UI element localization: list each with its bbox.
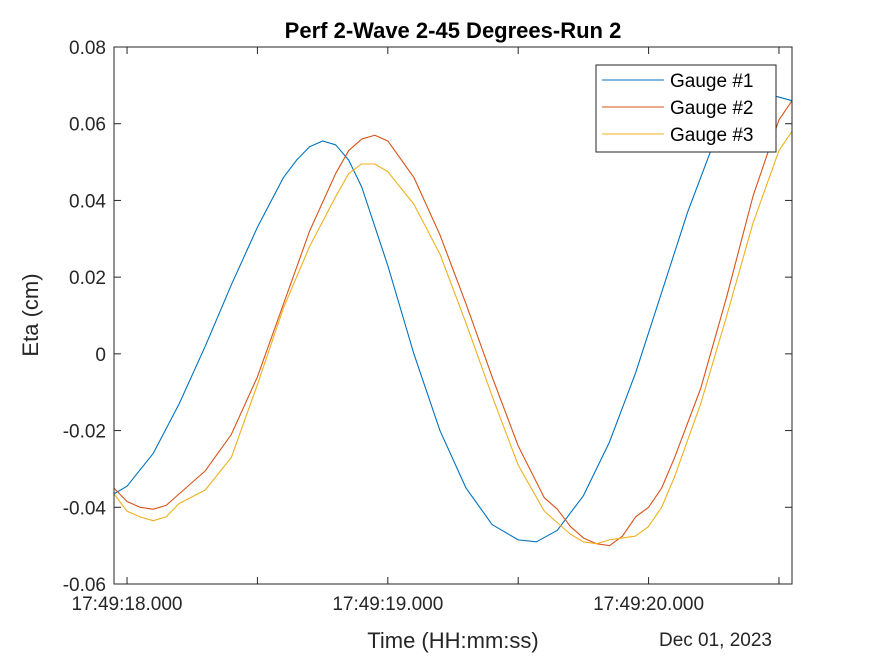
y-tick-label: -0.06 <box>63 575 106 596</box>
legend-label: Gauge #3 <box>670 125 753 146</box>
y-tick-label: 0.02 <box>69 268 106 289</box>
legend: Gauge #1 Gauge #2 Gauge #3 <box>595 64 777 153</box>
y-tick-label: 0.08 <box>69 38 106 59</box>
y-tick-label: -0.02 <box>63 422 106 443</box>
x-tick-label: 17:49:19.000 <box>332 594 443 615</box>
y-tick-label: 0.06 <box>69 115 106 136</box>
series-line-gauge-3 <box>113 131 793 545</box>
y-tick-label: 0.04 <box>69 191 106 212</box>
series-line-gauge-1 <box>113 92 793 543</box>
legend-label: Gauge #1 <box>670 71 753 92</box>
y-tick-label: 0 <box>95 345 106 366</box>
ticks-layer: -0.06 -0.04 -0.02 0 0.02 0.04 0.06 0.08 17:49:18… <box>63 38 792 615</box>
axes-box <box>113 46 793 585</box>
y-axis-title: Eta (cm) <box>18 273 43 356</box>
y-tick-label: -0.04 <box>63 498 107 519</box>
x-axis-title: Time (HH:mm:ss) <box>367 628 539 653</box>
x-tick-label: 17:49:18.000 <box>72 594 183 615</box>
x-tick-label: 17:49:20.000 <box>593 594 704 615</box>
series-line-gauge-2 <box>113 100 793 547</box>
legend-label: Gauge #2 <box>670 98 753 119</box>
series-layer <box>113 92 793 547</box>
axes-layer <box>113 46 793 585</box>
chart-title: Perf 2-Wave 2-45 Degrees-Run 2 <box>285 18 622 43</box>
x-axis-date-label: Dec 01, 2023 <box>659 630 772 651</box>
